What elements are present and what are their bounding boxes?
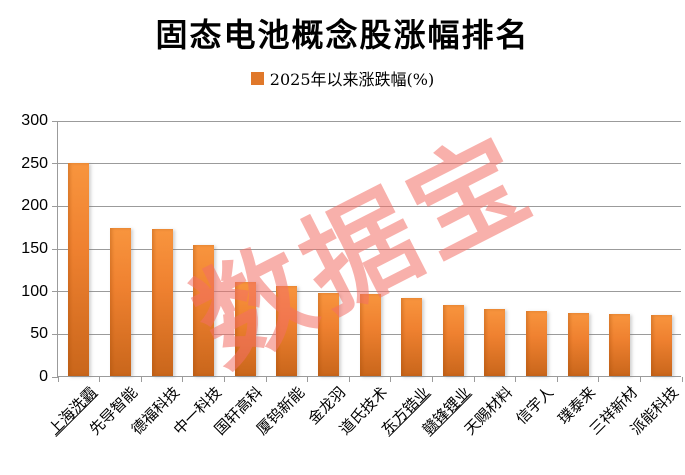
bar — [442, 305, 464, 376]
x-axis-tick — [515, 377, 517, 382]
x-axis-tick — [348, 377, 350, 382]
bar — [276, 285, 298, 376]
bar — [650, 314, 672, 376]
y-axis-tick-label: 150 — [21, 240, 48, 257]
y-gridline — [58, 291, 681, 293]
x-axis-tick — [57, 377, 59, 382]
x-axis-tick — [681, 377, 683, 382]
x-axis-tick — [99, 377, 101, 382]
bar — [109, 228, 131, 376]
bar — [317, 293, 339, 376]
x-axis-tick — [431, 377, 433, 382]
chart-title: 固态电池概念股涨幅排名 — [155, 16, 530, 54]
y-axis-tick — [52, 205, 58, 207]
y-axis-tick-label: 100 — [21, 282, 48, 300]
y-axis-tick — [52, 333, 58, 335]
x-axis-tick — [223, 377, 225, 382]
legend-label: 2025年以来涨跌幅(%) — [269, 70, 435, 89]
y-axis-tick — [52, 376, 58, 378]
y-axis-tick — [52, 248, 58, 250]
y-gridline — [58, 120, 681, 122]
bar — [567, 312, 589, 376]
x-axis-tick — [307, 377, 309, 382]
y-axis-tick — [52, 120, 58, 122]
x-axis-tick — [556, 377, 558, 382]
y-axis-tick — [52, 163, 58, 165]
legend-swatch-icon — [250, 71, 264, 85]
x-axis-tick — [140, 377, 142, 382]
y-axis-tick-label: 200 — [21, 197, 48, 215]
bar — [151, 229, 173, 376]
y-axis-tick-label: 50 — [30, 325, 48, 343]
y-axis-tick-label: 0 — [39, 368, 48, 385]
y-axis-tick — [52, 291, 58, 293]
y-axis-tick-label: 250 — [21, 154, 48, 172]
x-axis-tick — [473, 377, 475, 382]
bar — [609, 313, 631, 376]
bar — [484, 309, 506, 376]
y-axis-tick-label: 300 — [21, 112, 48, 129]
x-axis-tick — [390, 377, 392, 382]
plot-area: 0 50 100 150 200 250 300 上海洗霸 先导智能 德福科技 中一科技 国轩高科 厦钨… — [21, 112, 683, 438]
bar — [193, 245, 215, 376]
bar — [359, 294, 381, 376]
bar — [68, 162, 90, 376]
x-axis-tick — [639, 377, 641, 382]
y-gridline — [58, 163, 681, 165]
legend: 2025年以来涨跌幅(%) — [0, 66, 685, 90]
y-gridline — [58, 205, 681, 207]
x-axis-tick — [182, 377, 184, 382]
bar — [401, 297, 423, 376]
x-axis-tick — [265, 377, 267, 382]
bar — [525, 311, 547, 376]
x-axis-tick — [598, 377, 600, 382]
bar — [234, 282, 256, 376]
y-gridline — [58, 248, 681, 250]
